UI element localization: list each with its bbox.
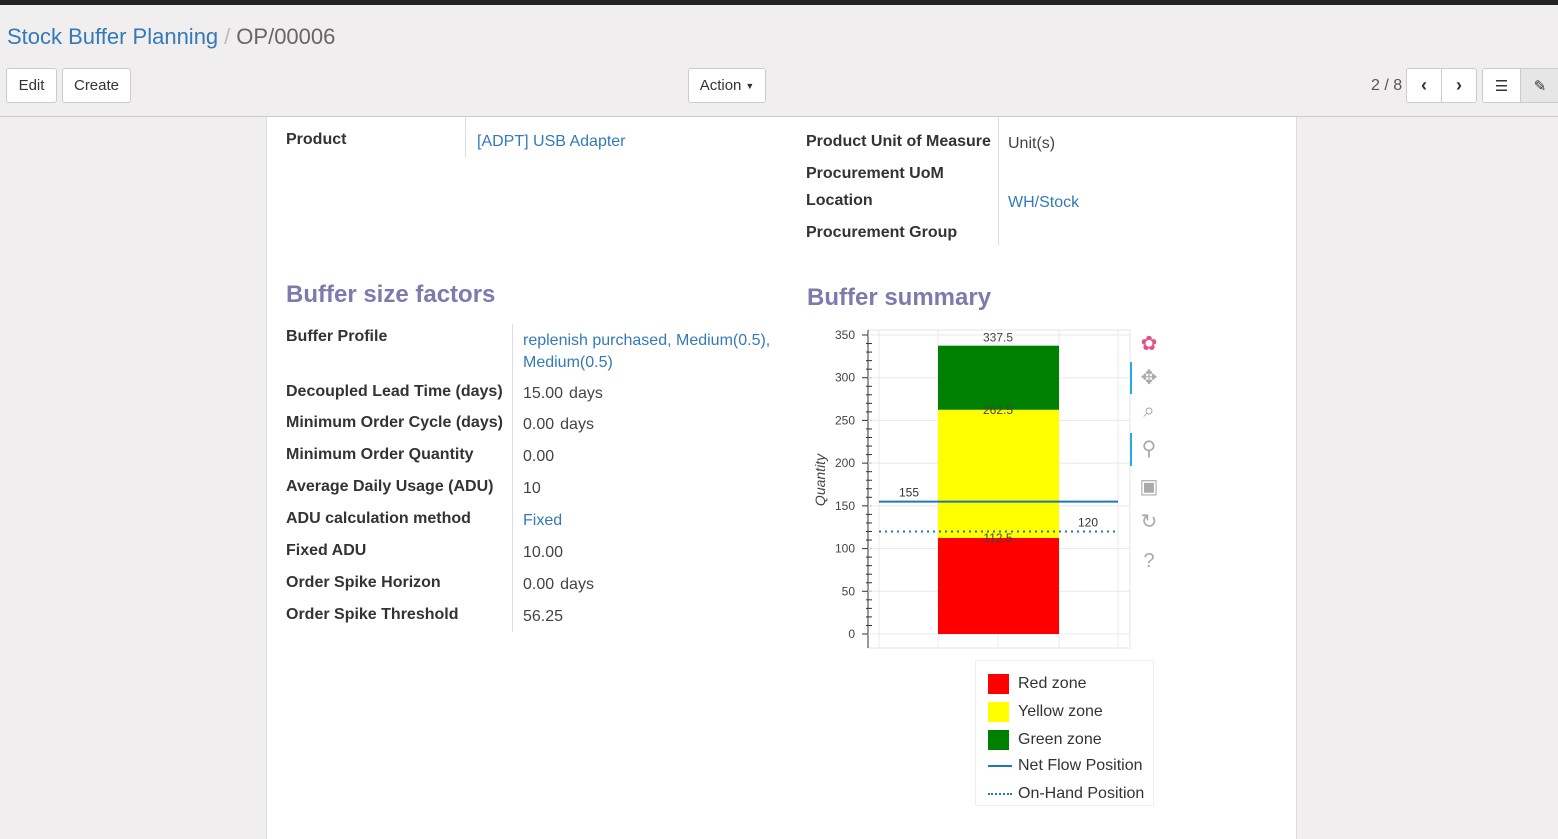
- next-record-button[interactable]: ›: [1441, 68, 1477, 103]
- yellow-swatch: [988, 702, 1009, 722]
- y-tick-label: 300: [835, 371, 855, 385]
- uom-value: Unit(s): [1008, 135, 1056, 152]
- factor-value: 10: [523, 480, 541, 497]
- factor-value: 15.00 days: [523, 385, 603, 402]
- product-label: Product: [286, 131, 347, 148]
- location-label: Location: [806, 192, 873, 209]
- y-tick-label: 350: [835, 328, 855, 342]
- factor-label: Decoupled Lead Time (days): [286, 383, 503, 400]
- form-view-button[interactable]: ✎: [1520, 68, 1558, 103]
- create-button[interactable]: Create: [62, 68, 131, 103]
- position-line-label: 155: [899, 486, 919, 500]
- legend-yellow-zone: Yellow zone: [988, 702, 1103, 722]
- pager-value: 2 / 8: [1371, 77, 1403, 94]
- box-zoom-icon[interactable]: ⌕: [1143, 400, 1154, 422]
- reset-icon[interactable]: ↻: [1141, 511, 1158, 533]
- dotted-line-swatch: [988, 793, 1012, 795]
- zone-value-label: 112.5: [983, 531, 1012, 545]
- y-axis-label: Quantity: [812, 453, 828, 506]
- top-navbar: [0, 0, 1558, 5]
- zone-value-label: 337.5: [983, 331, 1013, 345]
- factor-label: Order Spike Threshold: [286, 606, 459, 623]
- caret-down-icon: ▼: [745, 80, 755, 91]
- chevron-left-icon: ‹: [1421, 75, 1427, 95]
- unit-label: days: [560, 576, 594, 593]
- location-link[interactable]: WH/Stock: [1008, 194, 1080, 211]
- y-tick-label: 50: [842, 584, 856, 598]
- wheel-zoom-icon[interactable]: ⚲: [1142, 438, 1157, 460]
- y-tick-label: 200: [835, 456, 855, 470]
- control-panel: Stock Buffer Planning / OP/00006 Edit Crea…: [0, 5, 1558, 117]
- factor-label: Buffer Profile: [286, 328, 388, 345]
- y-tick-label: 150: [835, 499, 855, 513]
- buffer-size-factors-title: Buffer size factors: [286, 281, 496, 308]
- action-dropdown[interactable]: Action ▼: [688, 68, 766, 103]
- save-icon[interactable]: ▣: [1140, 476, 1159, 498]
- factor-value[interactable]: Fixed: [523, 512, 563, 529]
- help-icon[interactable]: ?: [1143, 550, 1154, 572]
- factor-value: 56.25: [523, 608, 564, 625]
- unit-label: days: [560, 416, 594, 433]
- factor-value: 0.00 days: [523, 416, 594, 433]
- red-swatch: [988, 674, 1009, 694]
- zone-value-label: 262.5: [983, 403, 1013, 417]
- legend-on-hand: On-Hand Position: [988, 785, 1144, 803]
- y-tick-label: 100: [835, 542, 855, 556]
- legend-net-flow: Net Flow Position: [988, 757, 1143, 775]
- chart-legend: Red zone Yellow zone Green zone Net Flow…: [975, 660, 1154, 806]
- chevron-right-icon: ›: [1456, 75, 1462, 95]
- factor-label: ADU calculation method: [286, 510, 471, 527]
- factor-label: Minimum Order Cycle (days): [286, 414, 503, 431]
- legend-red-zone: Red zone: [988, 674, 1087, 694]
- action-label: Action: [699, 77, 742, 94]
- list-view-button[interactable]: ☰: [1482, 68, 1521, 103]
- edit-button[interactable]: Edit: [6, 68, 57, 103]
- y-tick-label: 0: [848, 627, 855, 641]
- unit-label: days: [569, 385, 603, 402]
- factor-value: 0.00: [523, 448, 555, 465]
- yellow-zone-bar: [938, 409, 1059, 538]
- legend-green-zone: Green zone: [988, 730, 1102, 750]
- factor-label: Minimum Order Quantity: [286, 446, 474, 463]
- factor-label: Fixed ADU: [286, 542, 367, 559]
- factor-value[interactable]: replenish purchased, Medium(0.5), Medium…: [523, 332, 771, 371]
- position-line-label: 120: [1078, 515, 1098, 529]
- breadcrumb-current: OP/00006: [236, 24, 336, 49]
- buffer-chart: 0 50 100 150 200 250 300 350 Quantity 112.5 262.5 3…: [812, 328, 1159, 649]
- list-icon: ☰: [1494, 77, 1509, 95]
- red-zone-bar: [938, 537, 1059, 634]
- buffer-summary-title: Buffer summary: [807, 284, 992, 311]
- green-zone-bar: [938, 345, 1059, 410]
- bokeh-logo-icon[interactable]: ✿: [1141, 333, 1158, 355]
- previous-record-button[interactable]: ‹: [1406, 68, 1442, 103]
- breadcrumb: Stock Buffer Planning / OP/00006: [7, 24, 336, 49]
- procurement-group-label: Procurement Group: [806, 224, 958, 241]
- uom-label: Product Unit of Measure: [806, 133, 991, 150]
- procurement-uom-label: Procurement UoM: [806, 165, 944, 182]
- green-swatch: [988, 730, 1009, 750]
- breadcrumb-parent[interactable]: Stock Buffer Planning: [7, 24, 219, 49]
- solid-line-swatch: [988, 765, 1012, 767]
- product-link[interactable]: [ADPT] USB Adapter: [477, 133, 626, 150]
- y-tick-label: 250: [835, 413, 855, 427]
- factor-label: Average Daily Usage (ADU): [286, 478, 494, 495]
- edit-form-icon: ✎: [1533, 77, 1547, 95]
- pan-icon[interactable]: ✥: [1141, 367, 1158, 389]
- factor-value: 0.00 days: [523, 576, 594, 593]
- factor-value: 10.00: [523, 544, 564, 561]
- factor-label: Order Spike Horizon: [286, 574, 441, 591]
